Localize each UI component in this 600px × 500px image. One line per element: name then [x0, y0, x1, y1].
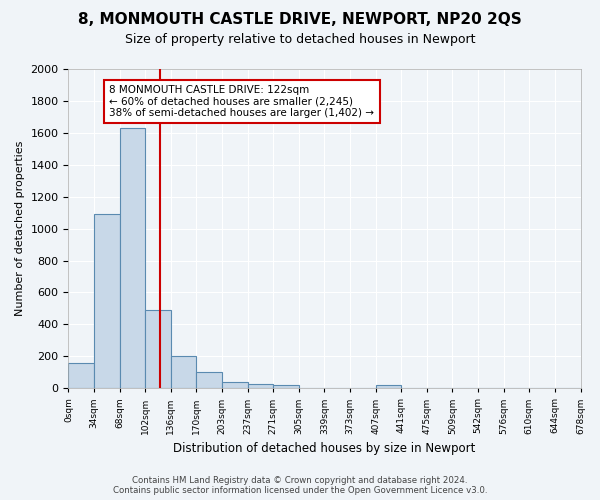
Bar: [171, 356, 196, 388]
Text: 8 MONMOUTH CASTLE DRIVE: 122sqm
← 60% of detached houses are smaller (2,245)
38%: 8 MONMOUTH CASTLE DRIVE: 122sqm ← 60% of…: [109, 85, 374, 118]
Bar: [248, 384, 273, 388]
Bar: [119, 128, 145, 388]
Bar: [94, 214, 119, 388]
Text: Contains HM Land Registry data © Crown copyright and database right 2024.
Contai: Contains HM Land Registry data © Crown c…: [113, 476, 487, 495]
Bar: [196, 372, 222, 388]
X-axis label: Distribution of detached houses by size in Newport: Distribution of detached houses by size …: [173, 442, 476, 455]
Bar: [222, 382, 248, 388]
Bar: [376, 385, 401, 388]
Bar: [273, 385, 299, 388]
Text: 8, MONMOUTH CASTLE DRIVE, NEWPORT, NP20 2QS: 8, MONMOUTH CASTLE DRIVE, NEWPORT, NP20 …: [78, 12, 522, 28]
Y-axis label: Number of detached properties: Number of detached properties: [15, 141, 25, 316]
Text: Size of property relative to detached houses in Newport: Size of property relative to detached ho…: [125, 32, 475, 46]
Bar: [145, 310, 171, 388]
Bar: [68, 362, 94, 388]
